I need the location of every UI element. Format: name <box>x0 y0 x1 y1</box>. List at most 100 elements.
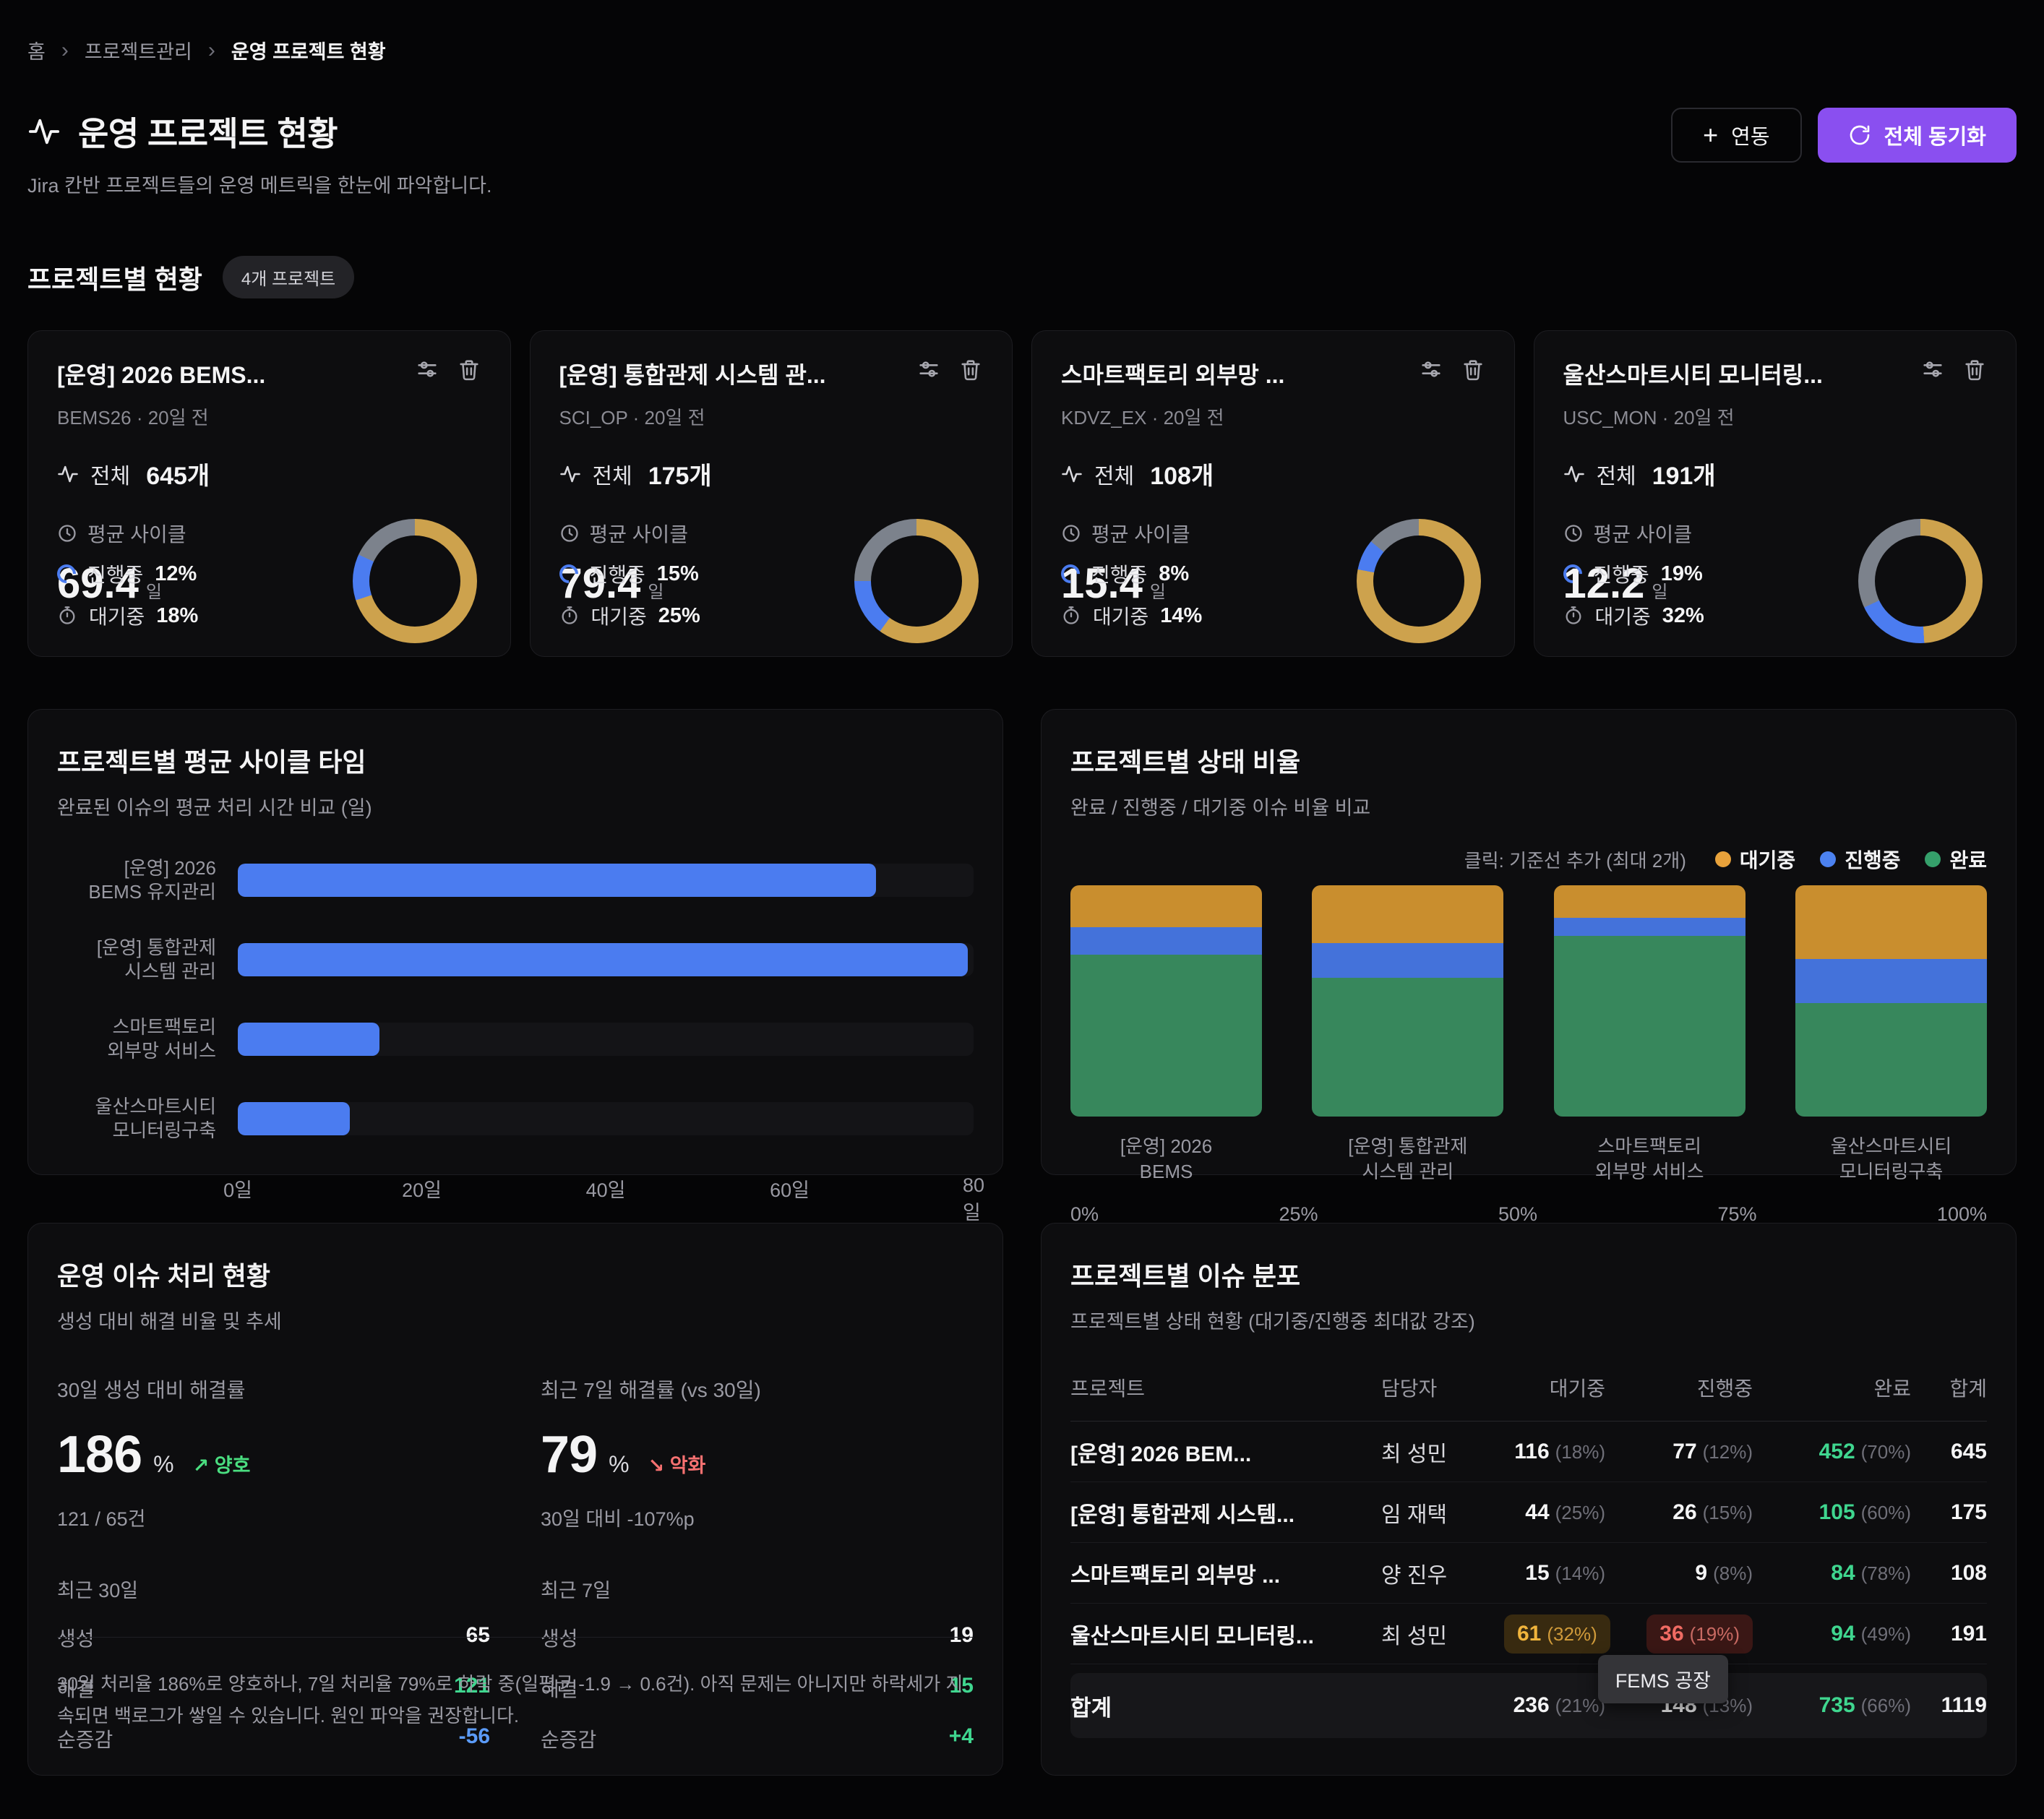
clock-icon <box>1061 523 1081 543</box>
row-value: +4 <box>948 1724 974 1748</box>
chevron-right-icon: › <box>61 38 69 62</box>
stacked-column[interactable] <box>1312 885 1504 1117</box>
refresh-icon <box>1848 124 1871 147</box>
activity-pulse-icon <box>559 463 581 485</box>
in-progress-icon <box>53 560 80 588</box>
cycle-label: 평균 사이클 <box>87 523 186 546</box>
stacked-column[interactable] <box>1795 885 1987 1117</box>
segment-progress <box>1795 959 1987 1004</box>
period-label-30d: 최근 30일 <box>57 1580 139 1601</box>
sync-all-button[interactable]: 전체 동기화 <box>1817 108 2017 163</box>
project-card: 울산스마트시티 모니터링... USC_MON · 20일 전 전체 191개 … <box>1533 330 2017 657</box>
card-meta: KDVZ_EX · 20일 전 <box>1061 407 1224 429</box>
bar-track <box>238 1102 974 1135</box>
segment-progress <box>1553 917 1745 937</box>
card-title: [운영] 2026 BEMS... <box>57 362 266 388</box>
table-total-row: 합계 236 (21%) 148 (13%) 735 (66%) 1119 <box>1070 1673 1987 1738</box>
card-meta: SCI_OP · 20일 전 <box>559 407 705 429</box>
trash-icon[interactable] <box>457 357 481 382</box>
waiting-label: 대기중 <box>1093 606 1149 628</box>
bar-row: [운영] 2026 BEMS 유지관리 <box>57 856 974 904</box>
stacked-column[interactable] <box>1070 885 1262 1117</box>
issue-panel-subtitle: 생성 대비 해결 비율 및 추세 <box>57 1311 282 1333</box>
row-value: 19 <box>949 1623 974 1647</box>
legend-done: 완료 <box>1925 845 1987 874</box>
trend-up-badge: ↗ 양호 <box>192 1455 251 1476</box>
page-subtitle: Jira 칸반 프로젝트들의 운영 메트릭을 한눈에 파악합니다. <box>27 175 492 197</box>
total-label: 전체 <box>1596 464 1636 489</box>
segment-done <box>1795 1003 1987 1117</box>
activity-pulse-icon <box>1061 463 1083 485</box>
page-header: 운영 프로젝트 현황 Jira 칸반 프로젝트들의 운영 메트릭을 한눈에 파악… <box>27 108 2017 198</box>
sliders-icon[interactable] <box>1419 357 1443 382</box>
percent-axis: 0% 25% 50% 75% 100% <box>1070 1203 1987 1225</box>
total-label: 전체 <box>592 464 632 489</box>
cycle-value: 12.2 <box>1563 560 1645 607</box>
row-label: 생성 <box>57 1627 95 1650</box>
stopwatch-icon <box>57 606 77 626</box>
legend-dot-blue <box>1820 851 1837 867</box>
sliders-icon[interactable] <box>1920 357 1945 382</box>
progress-label: 진행중 <box>87 564 144 586</box>
sync-all-label: 전체 동기화 <box>1884 126 1986 149</box>
waiting-label: 대기중 <box>591 606 647 628</box>
card-title: [운영] 통합관제 시스템 관... <box>559 362 826 388</box>
segment-done <box>1312 978 1504 1117</box>
row-label: 해결 <box>57 1678 95 1700</box>
row-label: 생성 <box>541 1627 578 1650</box>
segment-progress <box>1312 943 1504 978</box>
bar-fill <box>238 1023 379 1056</box>
bar-fill <box>238 1102 351 1135</box>
cycle-label: 평균 사이클 <box>1593 523 1693 546</box>
stacked-column[interactable] <box>1553 885 1745 1117</box>
table-row: 울산스마트시티 모니터링... 최 성민 61 (32%) 36 (19%) FEM… <box>1070 1604 1987 1703</box>
table-header: 프로젝트 담당자 대기중 진행중 완료 합계 <box>1070 1373 1987 1422</box>
waiting-value: 25% <box>658 603 700 627</box>
total-label: 전체 <box>90 464 131 489</box>
breadcrumb-home[interactable]: 홈 <box>27 41 46 63</box>
stat-value-7d: 79 <box>541 1426 598 1484</box>
activity-pulse-icon <box>27 115 61 148</box>
segment-done <box>1553 936 1745 1117</box>
sliders-icon[interactable] <box>916 357 941 382</box>
trash-icon[interactable] <box>1461 357 1485 382</box>
waiting-value: 14% <box>1160 603 1203 627</box>
cycle-panel-subtitle: 완료된 이슈의 평균 처리 시간 비교 (일) <box>57 797 372 819</box>
bar-row: 스마트팩토리 외부망 서비스 <box>57 1015 974 1063</box>
card-meta: USC_MON · 20일 전 <box>1563 407 1735 429</box>
stopwatch-icon <box>1061 606 1081 626</box>
breadcrumb: 홈 › 프로젝트관리 › 운영 프로젝트 현황 <box>27 36 2017 64</box>
project-cards: [운영] 2026 BEMS... BEMS26 · 20일 전 전체 645개… <box>27 330 2017 657</box>
link-button[interactable]: + 연동 <box>1671 108 1802 163</box>
total-value: 108개 <box>1150 463 1214 490</box>
in-progress-icon <box>1057 560 1084 588</box>
stat-unit: % <box>153 1451 174 1477</box>
card-title: 울산스마트시티 모니터링... <box>1563 362 1823 388</box>
cycle-value: 69.4 <box>57 560 139 607</box>
progress-label: 진행중 <box>1593 564 1649 586</box>
status-donut-chart <box>1858 519 1983 643</box>
total-value: 645개 <box>146 463 210 490</box>
cycle-unit: 일 <box>1149 582 1166 602</box>
bar-row: [운영] 통합관제 시스템 관리 <box>57 936 974 984</box>
legend-waiting: 대기중 <box>1714 845 1795 874</box>
legend-progress: 진행중 <box>1820 845 1900 874</box>
breadcrumb-section[interactable]: 프로젝트관리 <box>84 41 192 63</box>
trash-icon[interactable] <box>1962 357 1987 382</box>
stat-sub-30d: 121 / 65건 <box>57 1508 146 1530</box>
bar-track <box>238 864 974 897</box>
waiting-value: 18% <box>156 603 199 627</box>
progress-value: 12% <box>155 562 197 585</box>
status-donut-chart <box>1356 519 1481 643</box>
sliders-icon[interactable] <box>415 357 439 382</box>
stat-value-30d: 186 <box>57 1426 142 1484</box>
clock-icon <box>1563 523 1584 543</box>
trash-icon[interactable] <box>958 357 983 382</box>
bar-fill <box>238 864 877 897</box>
tooltip: FEMS 공장 <box>1597 1654 1728 1703</box>
legend-dot-orange <box>1714 851 1731 867</box>
status-donut-chart <box>854 519 979 643</box>
row-value: 121 <box>453 1674 490 1698</box>
analysis-note: 30일 처리율 186%로 양호하나, 7일 처리율 79%로 하락 중(일평균… <box>57 1673 963 1726</box>
trend-down-badge: ↘ 악화 <box>648 1455 706 1476</box>
